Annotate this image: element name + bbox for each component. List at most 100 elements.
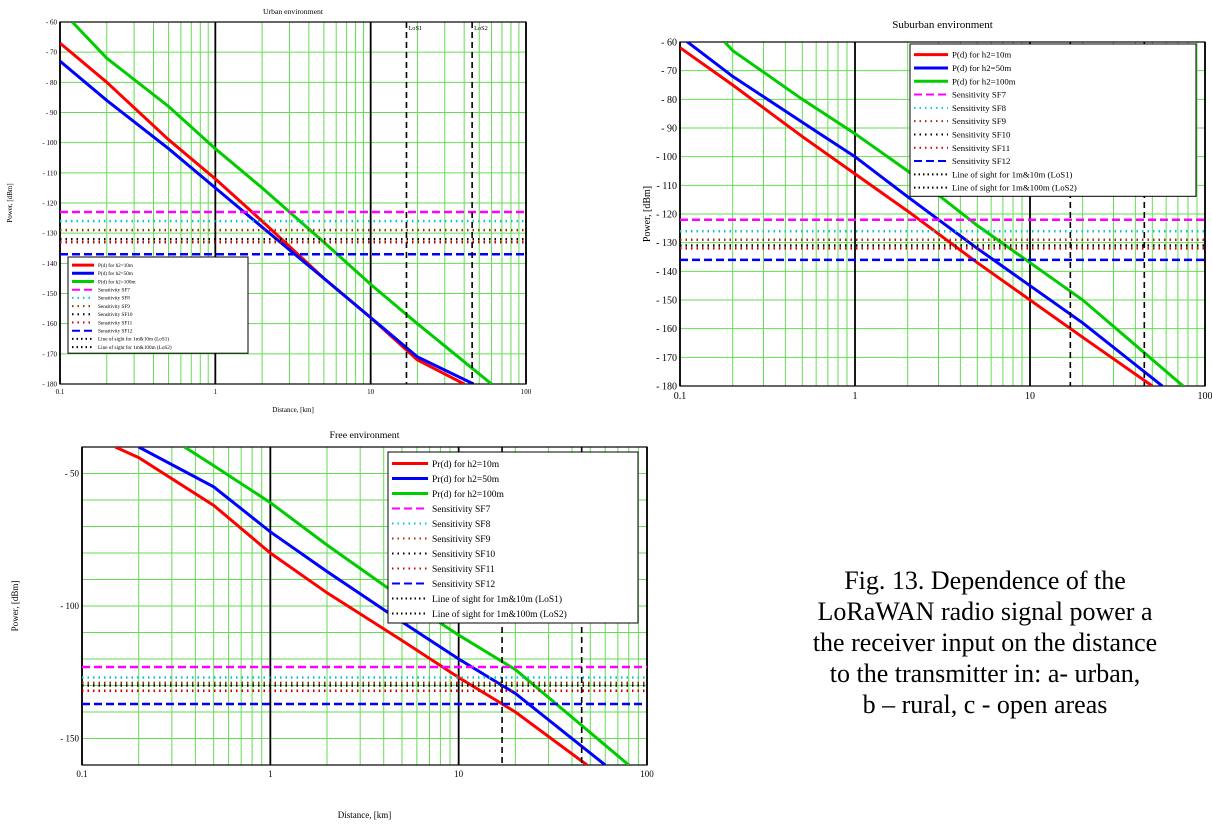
caption-line-1: Fig. 13. Dependence of the: [844, 566, 1126, 595]
legend-entry: Sensitivity SF10: [98, 312, 133, 318]
y-tick-label: - 150: [42, 290, 57, 298]
y-tick-label: - 80: [661, 95, 677, 106]
legend-entry: Line of sight for 1m&100m (LoS2): [98, 344, 172, 351]
y-tick-label: - 180: [656, 382, 677, 393]
y-tick-label: - 170: [656, 353, 677, 364]
legend-entry: Line of sight for 1m&100m (LoS2): [432, 609, 567, 620]
legend-entry: Sensitivity SF11: [952, 143, 1010, 153]
legend-entry: Sensitivity SF7: [98, 288, 130, 294]
x-tick-label: 0.1: [56, 388, 65, 396]
series-line: [685, 42, 1164, 386]
legend-entry: Sensitivity SF7: [432, 505, 491, 515]
y-tick-label: - 70: [46, 49, 58, 57]
y-tick-label: - 160: [42, 320, 57, 328]
series-line: [137, 447, 607, 765]
series-line: [60, 41, 465, 384]
y-axis-label: Power, [dBm]: [10, 581, 20, 632]
y-axis-label: Power, [dBm]: [642, 186, 653, 242]
plot-area: [680, 42, 1205, 386]
legend-entry: Sensitivity SF10: [432, 550, 495, 560]
series-line: [680, 46, 1154, 386]
y-tick-label: - 140: [42, 260, 57, 268]
x-tick-label: 100: [1198, 391, 1212, 402]
y-axis-label: Power, [dBm]: [6, 183, 14, 222]
series-line: [60, 60, 475, 384]
y-tick-label: - 90: [661, 124, 677, 135]
plot-frame: [59, 21, 527, 385]
series-line: [71, 22, 493, 384]
legend-entry: Sensitivity SF11: [432, 565, 495, 575]
series-line: [114, 447, 588, 765]
y-tick-label: - 110: [43, 169, 58, 177]
legend-entry: Sensitivity SF8: [98, 296, 130, 302]
x-tick-label: 1: [214, 388, 218, 396]
chart-legend: Pr(d) for h2=10m Pr(d) for h2=50m Pr(d) fo…: [387, 451, 639, 624]
y-tick-label: - 60: [46, 18, 58, 26]
x-tick-label: 100: [521, 388, 532, 396]
chart-title: Suburban environment: [892, 19, 993, 31]
y-tick-label: - 60: [661, 38, 677, 49]
y-tick-label: - 50: [65, 469, 80, 479]
legend-entry: Pr(d) for h2=100m: [432, 489, 504, 500]
chart-urban: LoS1 LoS2 - 60 - 70 - 80 - 90 - 100 - 110 - 120 -…: [6, 7, 532, 414]
x-tick-label: 0.1: [674, 391, 687, 402]
chart-title: Free environment: [330, 430, 400, 441]
plot-frame: [679, 41, 1206, 387]
legend-entry: P(d) for h2=50m: [952, 63, 1011, 73]
caption-line-3: the receiver input on the distance: [812, 628, 1158, 657]
caption-line-5: b – rural, c - open areas: [862, 690, 1108, 719]
y-tick-label: - 100: [656, 152, 677, 163]
x-axis-label: Distance, [km]: [338, 810, 391, 820]
legend-entry: Sensitivity SF12: [952, 156, 1010, 166]
legend-entry: Sensitivity SF12: [432, 580, 495, 590]
legend-entry: Sensitivity SF8: [432, 520, 491, 530]
caption-line-2: LoRaWAN radio signal power a: [817, 597, 1153, 626]
legend-entry: P(d) for h2=100m: [98, 278, 136, 285]
y-tick-label: - 130: [656, 238, 677, 249]
legend-entry: Pr(d) for h2=50m: [432, 474, 500, 485]
legend-entry: Sensitivity SF8: [952, 103, 1007, 113]
x-tick-label: 10: [367, 388, 375, 396]
x-tick-label: 10: [1025, 391, 1035, 402]
chart-title: Urban environment: [263, 7, 324, 16]
y-tick-label: - 80: [46, 79, 58, 87]
legend-entry: Pr(d) for h2=10m: [432, 459, 500, 470]
legend-entry: Line of sight for 1m&10m (LoS1): [98, 336, 169, 343]
y-tick-label: - 120: [656, 210, 677, 221]
y-tick-label: - 120: [42, 199, 57, 207]
y-tick-label: - 130: [42, 230, 57, 238]
x-tick-label: 0.1: [76, 769, 87, 779]
series-line: [723, 42, 1185, 386]
figure-caption: Fig. 13. Dependence of the LoRaWAN radio…: [725, 565, 1212, 720]
legend-entry: Sensitivity SF9: [432, 535, 491, 545]
legend-entry: Sensitivity SF9: [98, 304, 130, 310]
legend-entry: Line of sight for 1m&100m (LoS2): [952, 183, 1077, 193]
y-tick-label: - 140: [656, 267, 677, 278]
legend-entry: P(d) for h2=10m: [952, 50, 1011, 60]
legend-box: [67, 256, 249, 354]
plot-area: [60, 22, 526, 384]
legend-entry: Sensitivity SF11: [98, 320, 133, 326]
legend-entry: P(d) for h2=10m: [98, 262, 133, 269]
y-tick-label: - 90: [46, 109, 58, 117]
y-tick-label: - 180: [42, 380, 57, 388]
legend-entry: Sensitivity SF7: [952, 90, 1007, 100]
x-tick-label: 10: [454, 769, 464, 779]
y-tick-label: - 100: [60, 601, 79, 611]
x-tick-label: 100: [640, 769, 654, 779]
y-tick-label: - 150: [60, 734, 79, 744]
legend-entry: P(d) for h2=100m: [952, 76, 1016, 86]
plot-frame: [81, 446, 648, 766]
los-label: LoS2: [474, 25, 488, 32]
y-tick-label: - 160: [656, 324, 677, 335]
series-line: [183, 447, 630, 765]
x-axis-label: Distance, [km]: [272, 406, 314, 414]
y-tick-label: - 170: [42, 350, 57, 358]
legend-box: [909, 43, 1197, 197]
x-tick-label: 1: [268, 769, 273, 779]
y-tick-label: - 110: [657, 181, 677, 192]
